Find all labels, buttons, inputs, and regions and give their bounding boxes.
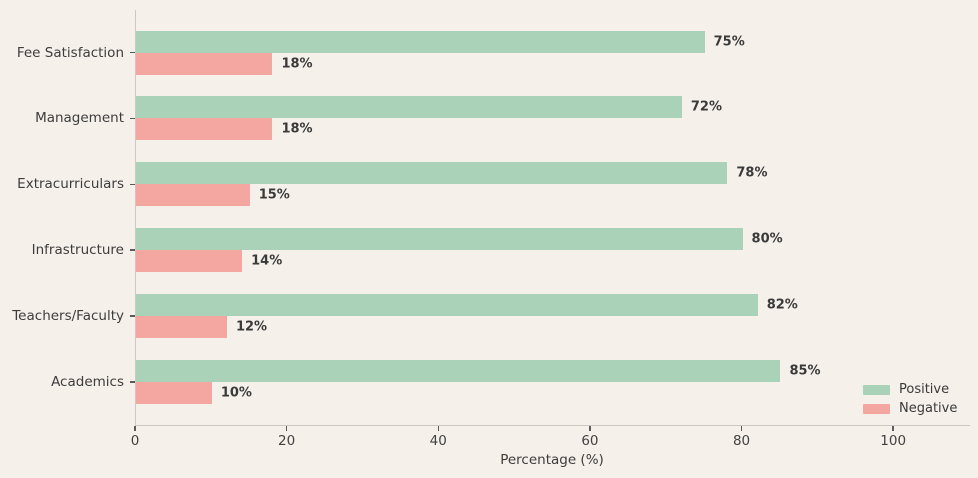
- bar-negative: [136, 118, 273, 141]
- bar-positive: [136, 228, 743, 251]
- bar-negative: [136, 382, 212, 404]
- x-tick-label: 100: [880, 433, 907, 449]
- x-tick-label: 60: [581, 433, 599, 449]
- bar-value-label: 80%: [751, 231, 783, 247]
- legend: Positive Negative: [863, 380, 957, 418]
- legend-label: Negative: [899, 401, 958, 416]
- x-tick-mark: [892, 426, 894, 431]
- x-axis-title: Percentage (%): [500, 452, 604, 468]
- y-tick-mark: [130, 381, 135, 383]
- bar-negative: [136, 52, 273, 75]
- category-label: Teachers/Faculty: [12, 308, 124, 325]
- x-tick-mark: [437, 426, 440, 431]
- bar-negative: [136, 184, 250, 207]
- legend-item-positive: Positive: [863, 380, 957, 399]
- legend-swatch-positive: [863, 384, 890, 395]
- bar-value-label: 85%: [789, 363, 821, 379]
- bar-value-label: 75%: [713, 34, 745, 49]
- legend-swatch-negative: [863, 403, 890, 414]
- bar-value-label: 82%: [766, 297, 798, 313]
- bar-value-label: 72%: [690, 99, 723, 115]
- x-tick-label: 0: [130, 433, 140, 449]
- y-tick-mark: [130, 117, 135, 120]
- bar-positive: [136, 96, 682, 119]
- bar-negative: [136, 250, 243, 273]
- y-tick-mark: [130, 51, 135, 54]
- legend-label: Positive: [899, 382, 950, 397]
- x-tick-label: 40: [429, 433, 447, 449]
- x-tick-mark: [285, 426, 288, 431]
- x-tick-label: 80: [732, 433, 751, 449]
- category-label: Academics: [51, 374, 124, 390]
- bar-value-label: 12%: [235, 319, 268, 335]
- y-tick-mark: [130, 249, 135, 251]
- x-tick-mark: [740, 426, 743, 431]
- category-label: Management: [35, 110, 124, 127]
- bar-value-label: 18%: [281, 121, 313, 137]
- bar-positive: [136, 294, 758, 317]
- y-tick-mark: [130, 183, 135, 186]
- x-tick-label: 20: [278, 433, 296, 449]
- bar-positive: [136, 162, 728, 185]
- category-label: Infrastructure: [31, 242, 124, 259]
- bar-value-label: 15%: [258, 187, 290, 203]
- category-label: Extracurriculars: [17, 176, 124, 193]
- x-tick-mark: [134, 426, 136, 431]
- bar-positive: [136, 30, 705, 53]
- legend-item-negative: Negative: [863, 399, 957, 418]
- bar-value-label: 18%: [281, 56, 313, 71]
- bar-positive: [136, 360, 781, 382]
- bar-value-label: 78%: [736, 165, 768, 181]
- y-tick-mark: [130, 315, 135, 317]
- bar-value-label: 10%: [220, 385, 252, 401]
- bar-value-label: 14%: [251, 253, 283, 269]
- category-label: Fee Satisfaction: [16, 44, 124, 61]
- x-tick-mark: [589, 426, 591, 431]
- plot-area: 75% 18% 72% 18% 78% 15% 80% 14% 82% 12% 85% 10%: [135, 10, 970, 426]
- bar-negative: [136, 316, 227, 339]
